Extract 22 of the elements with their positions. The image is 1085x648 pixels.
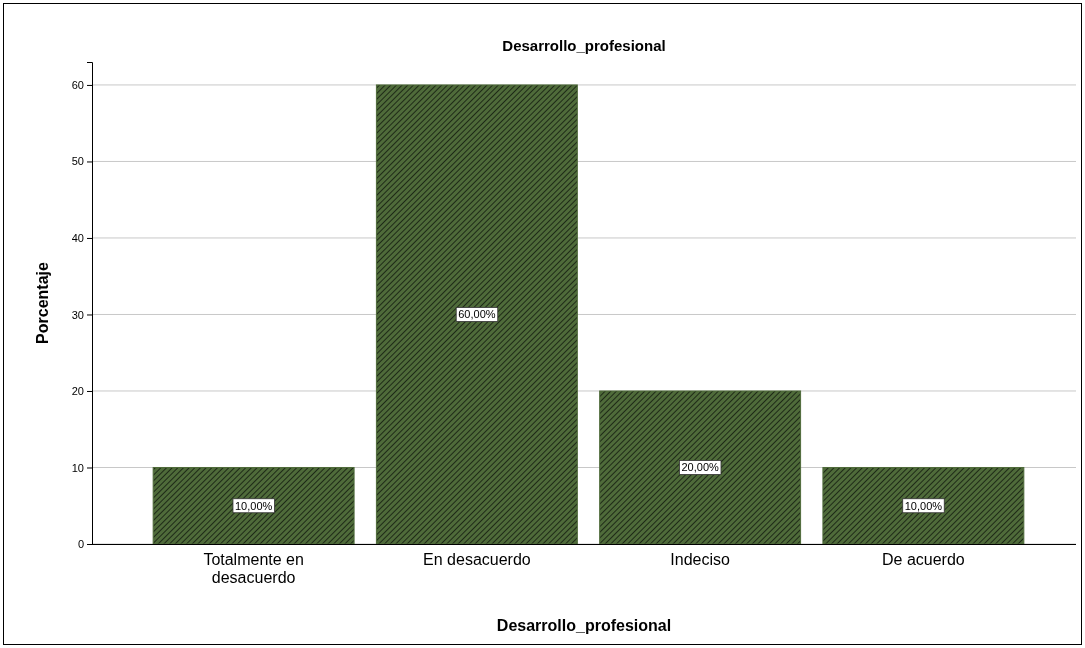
x-tick-label: Indeciso bbox=[670, 551, 731, 569]
y-tick-label: 60 bbox=[71, 78, 84, 91]
y-tick-label: 40 bbox=[71, 231, 84, 244]
x-tick-label: De acuerdo bbox=[882, 551, 965, 569]
bar bbox=[822, 466, 1025, 545]
chart-title: Desarrollo_profesional bbox=[502, 37, 666, 54]
data-label: 60,00% bbox=[458, 308, 496, 321]
x-tick-label: Totalmente en desacuerdo bbox=[203, 551, 304, 586]
y-tick-label: 10 bbox=[71, 461, 84, 474]
y-tick-label: 50 bbox=[71, 155, 84, 168]
bar bbox=[599, 390, 802, 545]
y-tick-label: 0 bbox=[77, 538, 84, 551]
data-label: 10,00% bbox=[234, 499, 273, 512]
bar bbox=[375, 84, 578, 545]
y-axis-title: Porcentaje bbox=[34, 261, 51, 344]
x-tick-label: En desacuerdo bbox=[423, 551, 531, 569]
bar bbox=[152, 466, 355, 545]
y-tick-label: 30 bbox=[71, 308, 84, 321]
x-axis-title: Desarrollo_profesional bbox=[496, 617, 672, 634]
data-label: 10,00% bbox=[904, 499, 943, 512]
data-label: 20,00% bbox=[681, 461, 719, 474]
y-tick-label: 20 bbox=[71, 385, 84, 397]
